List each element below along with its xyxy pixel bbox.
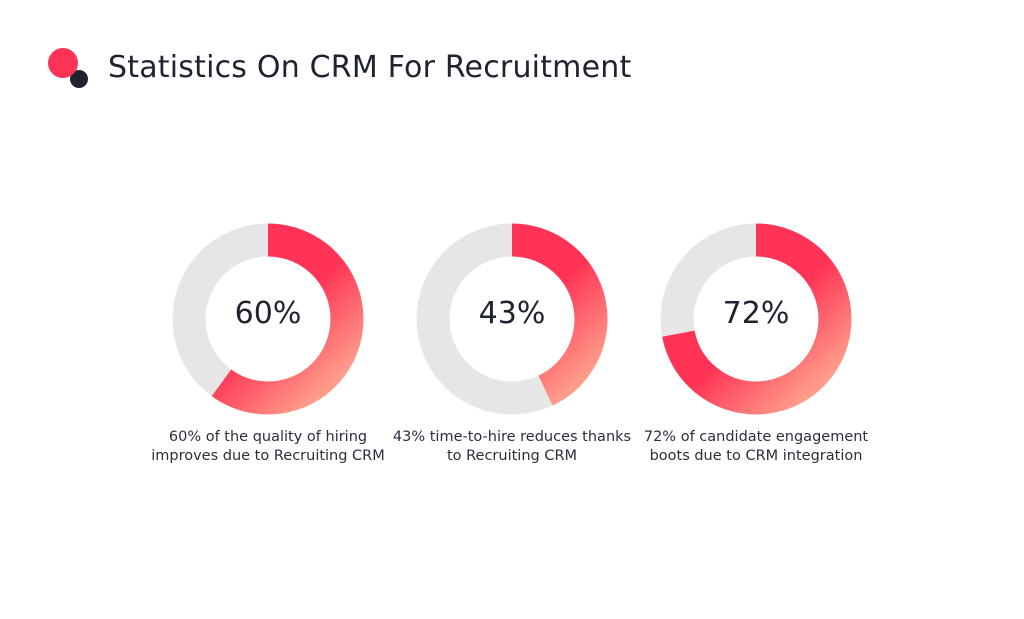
donut-value-label: 43% [478,296,546,331]
donut-caption: 60% of the quality of hiring improves du… [151,429,385,464]
donut-chart-3 [660,223,852,415]
page-title: Statistics On CRM For Recruitment [108,50,632,85]
donut-caption: 43% time-to-hire reduces thanks to Recru… [392,429,632,464]
donut-chart-2 [416,223,608,415]
donut-value-arc [660,223,852,415]
donut-value-label: 60% [234,296,302,331]
donut-chart-1 [172,223,364,415]
donut-caption: 72% of candidate engagement boots due to… [643,429,869,464]
donut-value-arc [416,223,608,415]
logo-icon [48,48,88,88]
donut-value-label: 72% [722,296,790,331]
donut-value-arc [172,223,364,415]
